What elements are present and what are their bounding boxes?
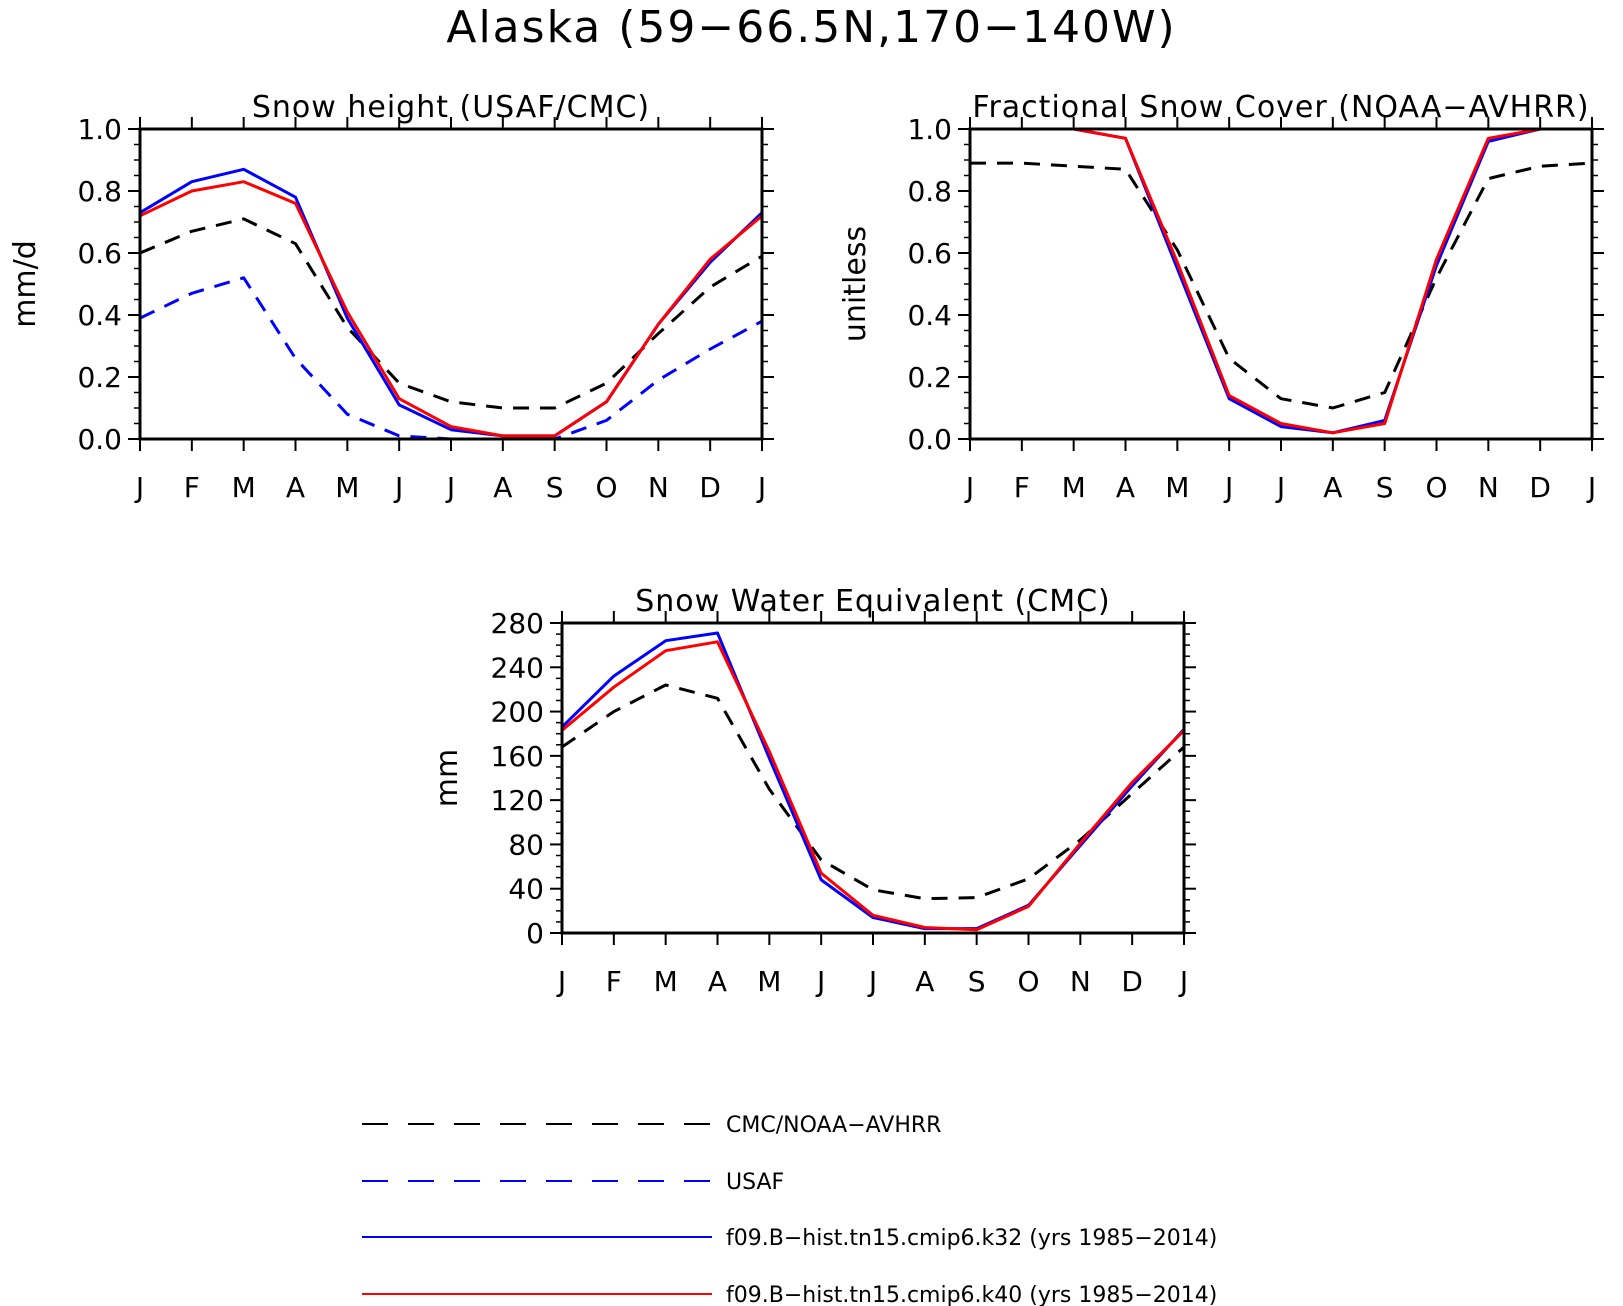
x-tick-label: S <box>546 471 564 504</box>
x-tick-label: J <box>756 471 766 504</box>
snow-height-panel: Snow height (USAF/CMC)mm/d0.00.20.40.60.… <box>8 90 774 504</box>
y-tick-label: 1.0 <box>77 113 122 146</box>
series-line-f09-b-hist-tn15-cmip6-k32-yrs-1985-2014 <box>139 167 764 438</box>
legend-label: f09.B−hist.tn15.cmip6.k40 (yrs 1985−2014… <box>726 1283 1217 1306</box>
plot-frame <box>968 127 1594 441</box>
page-title: Alaska (59−66.5N,170−140W) <box>446 2 1177 53</box>
y-tick-label: 0.4 <box>77 299 122 332</box>
series-line-f09-b-hist-tn15-cmip6-k40-yrs-1985-2014 <box>139 180 763 438</box>
y-tick-label: 0.8 <box>907 175 952 208</box>
series-line-cmc-noaa-avhrr <box>970 161 1593 410</box>
x-tick-label: M <box>232 471 256 504</box>
series-line-f09-b-hist-tn15-cmip6-k40-yrs-1985-2014 <box>561 640 1186 932</box>
x-tick-label: O <box>1425 471 1447 504</box>
x-tick-label: J <box>1223 471 1233 504</box>
y-tick-label: 0.8 <box>77 175 122 208</box>
x-tick-label: O <box>595 471 617 504</box>
x-tick-label: D <box>1121 965 1143 998</box>
y-tick-label: 1.0 <box>907 113 952 146</box>
x-tick-label: J <box>1275 471 1285 504</box>
y-tick-label: 160 <box>491 740 544 773</box>
x-tick-label: A <box>915 965 934 998</box>
y-axis-label: mm/d <box>8 240 43 328</box>
x-tick-label: M <box>1062 471 1086 504</box>
legend: CMC/NOAA−AVHRR USAF f09.B−hist.tn15.cmip6.… <box>362 1113 1217 1306</box>
legend-label: CMC/NOAA−AVHRR <box>726 1113 941 1138</box>
series-line-f09-b-hist-tn15-cmip6-k40-yrs-1985-2014 <box>970 127 1592 435</box>
plot-frame <box>138 127 764 441</box>
legend-label: f09.B−hist.tn15.cmip6.k32 (yrs 1985−2014… <box>726 1226 1217 1251</box>
plot-frame <box>560 621 1186 935</box>
x-tick-label: J <box>1586 471 1596 504</box>
x-tick-label: S <box>968 965 986 998</box>
legend-label: USAF <box>726 1170 784 1195</box>
y-tick-label: 0 <box>526 917 544 950</box>
x-tick-label: M <box>335 471 359 504</box>
x-tick-label: A <box>1116 471 1135 504</box>
x-tick-label: N <box>1070 965 1091 998</box>
x-tick-label: N <box>648 471 669 504</box>
snow-cover-panel: Fractional Snow Cover (NOAA−AVHRR)unitle… <box>838 90 1604 504</box>
y-axis-label: mm <box>430 749 465 807</box>
x-tick-label: J <box>556 965 566 998</box>
x-tick-label: A <box>286 471 305 504</box>
x-tick-label: S <box>1376 471 1394 504</box>
x-tick-label: J <box>1178 965 1188 998</box>
y-tick-label: 0.0 <box>77 423 122 456</box>
x-tick-label: M <box>654 965 678 998</box>
x-tick-label: J <box>134 471 144 504</box>
x-tick-label: F <box>184 471 200 504</box>
x-tick-label: F <box>1014 471 1030 504</box>
y-tick-label: 0.4 <box>907 299 952 332</box>
series-line-f09-b-hist-tn15-cmip6-k32-yrs-1985-2014 <box>560 631 1186 931</box>
y-tick-label: 0.2 <box>77 361 122 394</box>
y-tick-label: 80 <box>508 828 544 861</box>
y-tick-label: 120 <box>491 784 544 817</box>
x-tick-label: O <box>1017 965 1039 998</box>
series-line-cmc-noaa-avhrr <box>561 683 1186 901</box>
series-line-f09-b-hist-tn15-cmip6-k32-yrs-1985-2014 <box>970 127 1592 435</box>
x-tick-label: N <box>1478 471 1499 504</box>
y-tick-label: 240 <box>491 651 544 684</box>
x-tick-label: M <box>1165 471 1189 504</box>
x-tick-label: J <box>445 471 455 504</box>
y-tick-label: 0.0 <box>907 423 952 456</box>
x-tick-label: J <box>964 471 974 504</box>
y-axis-label: unitless <box>838 226 873 342</box>
x-tick-label: M <box>757 965 781 998</box>
x-tick-label: F <box>606 965 622 998</box>
x-tick-label: A <box>708 965 727 998</box>
y-tick-label: 40 <box>508 873 544 906</box>
x-tick-label: J <box>815 965 825 998</box>
y-tick-label: 0.6 <box>77 237 122 270</box>
x-tick-label: A <box>1323 471 1342 504</box>
series-line-cmc-noaa-avhrr <box>139 217 763 410</box>
y-tick-label: 0.2 <box>907 361 952 394</box>
x-tick-label: J <box>393 471 403 504</box>
x-tick-label: J <box>867 965 877 998</box>
x-tick-label: D <box>1529 471 1551 504</box>
x-tick-label: A <box>493 471 512 504</box>
swe-panel: Snow Water Equivalent (CMC)mm04080120160… <box>430 584 1196 998</box>
x-tick-label: D <box>699 471 721 504</box>
y-tick-label: 0.6 <box>907 237 952 270</box>
y-tick-label: 200 <box>491 696 544 729</box>
y-tick-label: 280 <box>491 607 544 640</box>
series-line-usaf <box>139 276 763 441</box>
